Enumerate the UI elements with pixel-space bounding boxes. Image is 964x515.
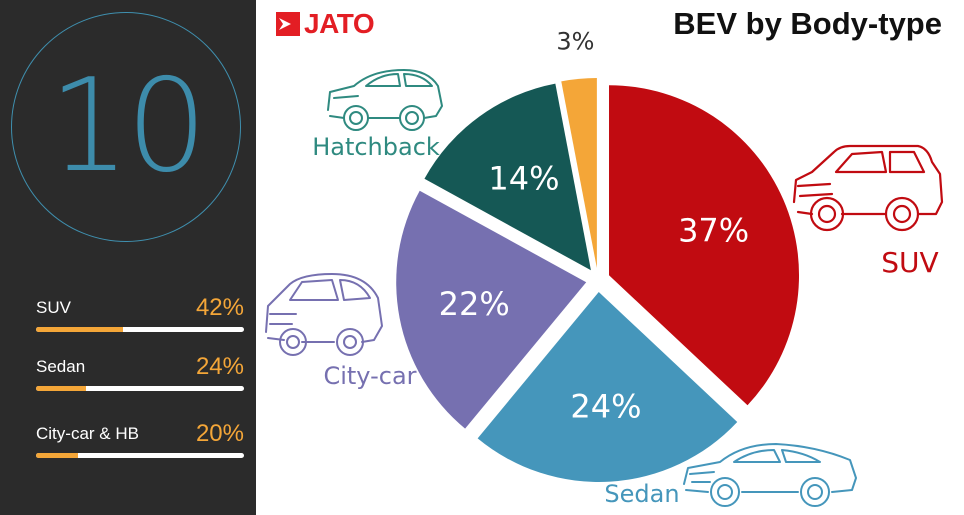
stat-label: City-car & HB xyxy=(36,424,139,443)
category-label-city-car: City-car xyxy=(323,362,416,390)
stat-bar-fill xyxy=(36,453,78,458)
stat-label: Sedan xyxy=(36,357,86,376)
stat-bar-fill xyxy=(36,386,86,391)
stat-bar-track xyxy=(36,327,244,332)
pie-slice-city-car xyxy=(396,190,587,429)
stat-value: 20% xyxy=(195,420,244,447)
pie-slice-hatchback xyxy=(424,83,591,271)
stat-bar-fill xyxy=(36,327,124,332)
pie-slice-label-hatchback: 14% xyxy=(488,160,559,198)
stat-value: 42% xyxy=(195,294,244,321)
pie-slice-label-city-car: 22% xyxy=(439,285,510,323)
pie-slice-suv xyxy=(609,85,800,406)
stats-panel: 10 SUV 42% Sedan 24% City-car & HB 20% xyxy=(0,0,256,515)
stat-bar-track xyxy=(36,453,244,458)
stat-label: SUV xyxy=(36,298,71,317)
stat-bar-track xyxy=(36,386,244,391)
number-ring xyxy=(11,12,241,242)
stat-value: 24% xyxy=(195,353,244,380)
sedan-car-icon xyxy=(683,443,857,507)
suv-car-icon xyxy=(792,144,944,232)
stat-row-suv: SUV 42% xyxy=(36,292,244,332)
stat-row-city-hb: City-car & HB 20% xyxy=(36,418,244,458)
category-label-sedan: Sedan xyxy=(604,480,679,508)
pie-chart: 37% 24% 22% 14% 3% SUV Sedan City-car Hatchback xyxy=(312,28,939,508)
pie-slice-label-suv: 37% xyxy=(678,211,749,249)
pie-slice-sedan xyxy=(477,291,738,482)
pie-slice-label-other: 3% xyxy=(556,28,594,56)
city-car-icon xyxy=(265,273,383,356)
pie-slice-other xyxy=(561,78,597,269)
chart-title: BEV by Body-type xyxy=(673,6,942,41)
logo-text: JATO xyxy=(304,8,375,39)
hatchback-car-icon xyxy=(327,69,443,131)
category-label-hatchback: Hatchback xyxy=(312,133,440,161)
category-label-suv: SUV xyxy=(881,246,938,279)
stat-row-sedan: Sedan 24% xyxy=(36,351,244,391)
jato-logo-icon xyxy=(276,12,300,36)
big-number: 10 xyxy=(48,52,208,201)
pie-slice-label-sedan: 24% xyxy=(570,387,641,425)
